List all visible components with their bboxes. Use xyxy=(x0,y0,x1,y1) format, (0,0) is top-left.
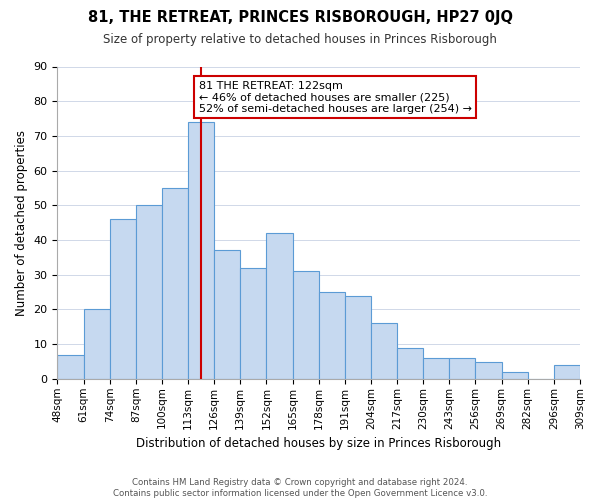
Bar xyxy=(162,188,188,379)
Text: Contains HM Land Registry data © Crown copyright and database right 2024.
Contai: Contains HM Land Registry data © Crown c… xyxy=(113,478,487,498)
Bar xyxy=(554,365,580,379)
Bar xyxy=(83,310,110,379)
Text: 81, THE RETREAT, PRINCES RISBOROUGH, HP27 0JQ: 81, THE RETREAT, PRINCES RISBOROUGH, HP2… xyxy=(88,10,512,25)
Text: 81 THE RETREAT: 122sqm
← 46% of detached houses are smaller (225)
52% of semi-de: 81 THE RETREAT: 122sqm ← 46% of detached… xyxy=(199,80,472,114)
Text: Size of property relative to detached houses in Princes Risborough: Size of property relative to detached ho… xyxy=(103,32,497,46)
Bar xyxy=(293,272,319,379)
Bar xyxy=(345,296,371,379)
Bar xyxy=(371,324,397,379)
Bar xyxy=(423,358,449,379)
Bar xyxy=(502,372,528,379)
Bar xyxy=(449,358,475,379)
Bar xyxy=(475,362,502,379)
X-axis label: Distribution of detached houses by size in Princes Risborough: Distribution of detached houses by size … xyxy=(136,437,501,450)
Bar xyxy=(241,268,266,379)
Bar xyxy=(188,122,214,379)
Bar xyxy=(110,219,136,379)
Bar xyxy=(214,250,241,379)
Y-axis label: Number of detached properties: Number of detached properties xyxy=(15,130,28,316)
Bar xyxy=(397,348,423,379)
Bar xyxy=(136,206,162,379)
Bar xyxy=(319,292,345,379)
Bar xyxy=(266,233,293,379)
Bar xyxy=(58,354,83,379)
